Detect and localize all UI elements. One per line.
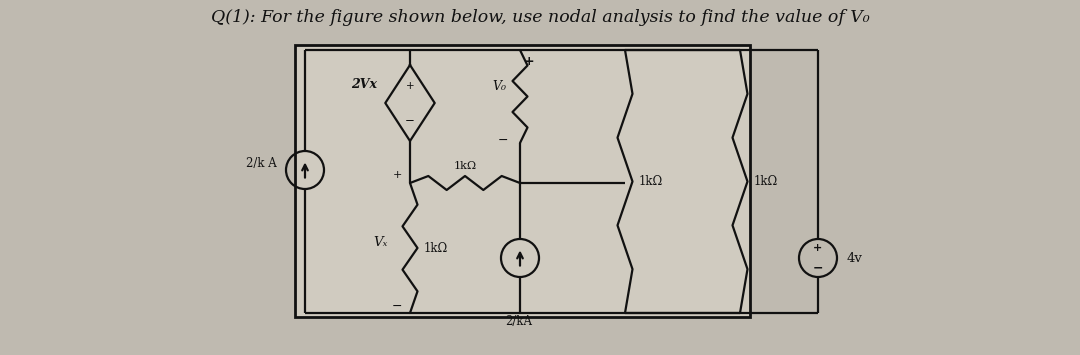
Text: 2Vx: 2Vx <box>351 77 377 91</box>
Text: −: − <box>405 114 415 127</box>
Text: +: + <box>524 55 535 68</box>
Text: V₀: V₀ <box>492 80 507 93</box>
Text: −: − <box>813 261 823 274</box>
Bar <box>295 45 750 317</box>
Text: −: − <box>498 133 508 147</box>
Text: 2/kA: 2/kA <box>505 315 532 328</box>
Text: +: + <box>406 81 415 91</box>
Text: 4v: 4v <box>847 251 863 264</box>
Text: Vₓ: Vₓ <box>374 236 388 250</box>
Text: Q(1): For the figure shown below, use nodal analysis to find the value of V₀: Q(1): For the figure shown below, use no… <box>211 9 869 26</box>
Text: +: + <box>813 243 823 253</box>
Text: 2/k A: 2/k A <box>246 158 276 170</box>
Text: 1kΩ: 1kΩ <box>454 161 476 171</box>
Text: 1kΩ: 1kΩ <box>424 241 448 255</box>
Text: +: + <box>393 170 402 180</box>
Text: 1kΩ: 1kΩ <box>639 175 663 188</box>
Text: 1kΩ: 1kΩ <box>754 175 779 188</box>
Text: −: − <box>391 300 402 312</box>
